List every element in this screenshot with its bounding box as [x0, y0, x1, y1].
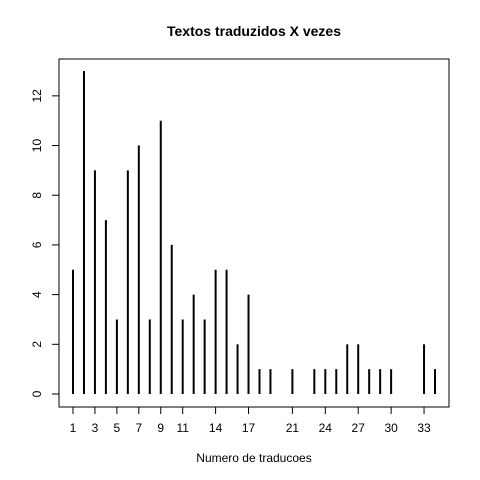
x-tick-label: 5	[114, 421, 121, 435]
x-tick-label: 9	[157, 421, 164, 435]
y-tick-label: 6	[30, 241, 44, 248]
x-tick-label: 14	[209, 421, 223, 435]
x-tick-label: 17	[242, 421, 256, 435]
y-tick-label: 2	[30, 341, 44, 348]
y-tick-label: 8	[30, 192, 44, 199]
x-tick-label: 11	[176, 421, 189, 435]
x-axis: 1 3 5 7 9 11 14 17 21 24 27 30 33	[70, 406, 431, 435]
x-tick-label: 3	[92, 421, 99, 435]
x-tick-label: 7	[135, 421, 142, 435]
bars	[72, 71, 436, 394]
x-tick-label: 33	[417, 421, 431, 435]
x-tick-label: 30	[384, 421, 398, 435]
x-axis-label: Numero de traducoes	[196, 451, 311, 465]
y-axis: 0 2 4 6 8 10 12	[30, 89, 60, 397]
chart-title: Textos traduzidos X vezes	[167, 23, 341, 39]
y-tick-label: 10	[30, 139, 44, 153]
x-tick-label: 1	[70, 421, 77, 435]
x-tick-label: 21	[286, 421, 300, 435]
y-tick-label: 4	[30, 291, 44, 298]
x-tick-label: 24	[319, 421, 333, 435]
x-tick-label: 27	[352, 421, 366, 435]
y-tick-label: 12	[30, 89, 44, 103]
y-tick-label: 0	[30, 390, 44, 397]
